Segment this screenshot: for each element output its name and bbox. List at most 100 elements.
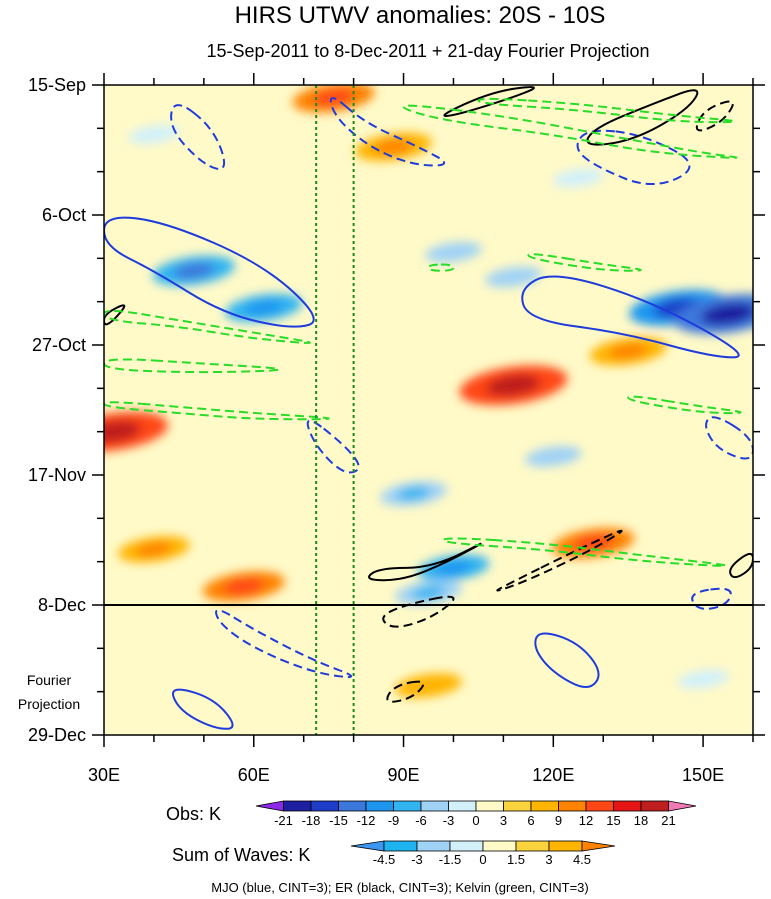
footnote-text: MJO (blue, CINT=3); ER (black, CINT=3); … — [211, 880, 588, 895]
legend-swatch — [640, 800, 669, 812]
mjo-contour — [691, 587, 732, 610]
anomaly-core — [608, 343, 648, 359]
anomaly-region — [128, 125, 180, 144]
footnote: MJO (blue, CINT=3); ER (black, CINT=3); … — [211, 880, 588, 895]
kelvin-contour — [402, 104, 738, 159]
er-contour — [496, 529, 623, 592]
anomaly-core — [374, 139, 413, 155]
anomaly-core — [223, 578, 265, 595]
legend-tick-label: 18 — [634, 813, 648, 828]
footnote-mjo: MJO (blue, CINT=3); — [211, 880, 335, 895]
legend-tick-label: -12 — [357, 813, 376, 828]
waves-legend-label: Sum of Waves: K — [172, 845, 310, 865]
er-contour — [382, 595, 455, 628]
obs-legend-label: Obs: K — [166, 804, 221, 824]
legend-swatch-start — [350, 840, 385, 852]
legend-swatch — [393, 800, 422, 812]
mjo-contour — [170, 104, 226, 170]
er-contour — [586, 89, 699, 146]
anomaly-core — [244, 300, 283, 316]
footnote-er: ER (black, CINT=3); — [335, 880, 455, 895]
mjo-contour — [306, 419, 360, 474]
chart-title: HIRS UTWV anomalies: 20S - 10S — [235, 2, 606, 29]
y-axis: 15-Sep 6-Oct 27-Oct 17-Nov 8-Dec 29-Dec — [28, 75, 765, 745]
mjo-contour — [172, 688, 234, 730]
anomaly-region — [485, 266, 542, 288]
legend-tick-label: -21 — [274, 813, 293, 828]
anomaly-core — [173, 262, 215, 279]
legend-tick-label: 0 — [479, 852, 486, 867]
legend-swatch — [613, 800, 642, 812]
er-contour — [386, 680, 425, 703]
plot-frame — [103, 84, 754, 736]
legend-tick-label: -9 — [388, 813, 400, 828]
legend-tick-label: 3 — [545, 852, 552, 867]
anomaly-core — [435, 560, 472, 576]
anomaly-region — [552, 168, 604, 188]
y-tick-label: 29-Dec — [28, 725, 86, 745]
chart-subtitle: 15-Sep-2011 to 8-Dec-2011 + 21-day Fouri… — [206, 41, 649, 61]
mjo-contour — [215, 609, 353, 678]
legend-swatch — [482, 840, 517, 852]
legend-tick-label: 1.5 — [507, 852, 525, 867]
legend-swatch — [515, 840, 550, 852]
waves-legend: Sum of Waves: K -4.5 -3 -1.5 0 1.5 3 4.5 — [172, 840, 616, 867]
x-tick-label: 60E — [238, 765, 270, 785]
legend-tick-label: -15 — [329, 813, 348, 828]
er-contour — [695, 100, 734, 132]
legend-tick-label: 0 — [472, 813, 479, 828]
legend-swatch — [475, 800, 504, 812]
anomaly-field — [104, 85, 753, 698]
anomaly-core — [701, 303, 753, 325]
er-contour — [729, 552, 753, 579]
anomaly-core — [104, 420, 141, 443]
legend-swatch-end — [581, 840, 616, 852]
x-tick-label: 150E — [682, 765, 724, 785]
legend-tick-label: 9 — [555, 813, 562, 828]
projection-label-line2: Projection — [18, 696, 80, 712]
x-tick-label: 30E — [88, 765, 120, 785]
legend-swatch — [548, 840, 583, 852]
legend-tick-label: 4.5 — [573, 852, 591, 867]
y-tick-label: 27-Oct — [32, 335, 86, 355]
legend-tick-label: 6 — [527, 813, 534, 828]
legend-tick-label: 15 — [606, 813, 620, 828]
legend-swatch — [420, 800, 449, 812]
footnote-kelvin: Kelvin (green, CINT=3) — [455, 880, 588, 895]
kelvin-contour — [627, 395, 742, 415]
legend-swatch-end — [668, 800, 697, 812]
legend-swatch — [310, 800, 339, 812]
wave-contours — [104, 86, 753, 730]
legend-swatch — [558, 800, 587, 812]
legend-swatch — [585, 800, 614, 812]
legend-tick-label: -4.5 — [373, 852, 395, 867]
mjo-contour — [521, 275, 740, 359]
er-contour — [368, 542, 482, 582]
x-tick-label: 120E — [532, 765, 574, 785]
legend-tick-label: -18 — [302, 813, 321, 828]
anomaly-core — [411, 585, 446, 600]
mjo-contour — [576, 129, 691, 186]
kelvin-contour — [104, 309, 311, 344]
legend-swatch — [338, 800, 367, 812]
projection-label-line1: Fourier — [27, 672, 72, 688]
legend-tick-label: -1.5 — [439, 852, 461, 867]
reference-lines — [315, 85, 355, 735]
legend-tick-label: 12 — [579, 813, 593, 828]
x-tick-label: 90E — [388, 765, 420, 785]
legend-swatch — [503, 800, 532, 812]
kelvin-contour — [427, 263, 455, 272]
x-axis: 30E 60E 90E 120E 150E — [88, 73, 754, 785]
y-tick-label: 17-Nov — [28, 465, 86, 485]
legend-swatch — [448, 800, 477, 812]
y-tick-label: 6-Oct — [42, 205, 86, 225]
mjo-contour — [104, 216, 315, 328]
kelvin-contour — [104, 401, 330, 421]
er-contour — [443, 86, 535, 117]
legend-swatch — [365, 800, 394, 812]
anomaly-region — [677, 669, 729, 689]
obs-legend: Obs: K -21 -18 -15 -12 -9 -6 -3 0 3 6 9 12 15 18 21 — [166, 800, 697, 828]
mjo-contour — [329, 97, 446, 167]
y-tick-label: 8-Dec — [38, 595, 86, 615]
